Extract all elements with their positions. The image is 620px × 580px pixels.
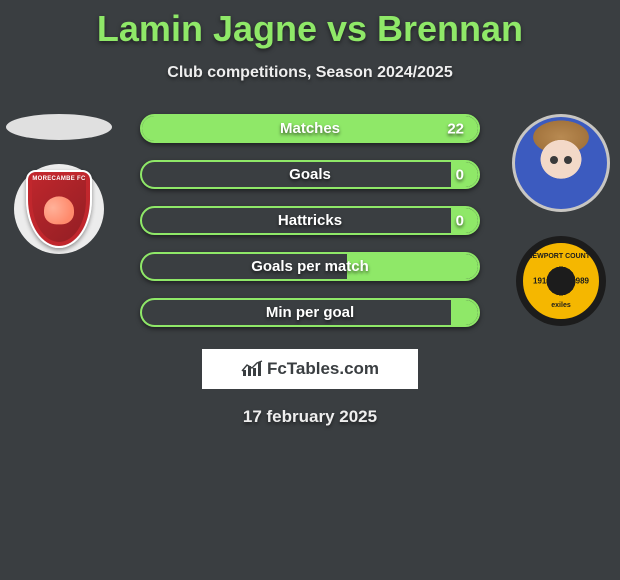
stat-value-right: 22 (447, 120, 464, 137)
stat-bar: Min per goal (140, 298, 480, 327)
player-left-photo (6, 114, 112, 140)
date-text: 17 february 2025 (0, 407, 620, 427)
player-left-column: MORECAMBE FC (4, 114, 114, 254)
brand-chart-icon (241, 360, 263, 378)
comparison-panel: MORECAMBE FC NEWPORT COUNTY exiles 1912 … (0, 114, 620, 427)
brand-text: FcTables.com (267, 359, 379, 379)
club-right-motto: exiles (527, 302, 595, 309)
club-right-name: NEWPORT COUNTY (527, 253, 595, 260)
stat-bar: Goals 0 (140, 160, 480, 189)
club-right-ring: NEWPORT COUNTY exiles 1912 1989 (523, 243, 599, 319)
stat-value-right: 0 (456, 212, 464, 229)
page-title: Lamin Jagne vs Brennan (0, 0, 620, 50)
stat-label: Goals per match (251, 258, 369, 275)
club-right-year-right: 1989 (571, 277, 589, 286)
stat-value-right: 0 (456, 166, 464, 183)
stat-label: Matches (280, 120, 340, 137)
subtitle: Club competitions, Season 2024/2025 (0, 64, 620, 82)
stat-label: Min per goal (266, 304, 354, 321)
stat-bar-fill (451, 300, 478, 325)
club-left-name: MORECAMBE FC (28, 176, 90, 182)
player-right-column: NEWPORT COUNTY exiles 1912 1989 (506, 114, 616, 326)
stat-bars: Matches 22 Goals 0 Hattricks 0 Goals per match… (140, 114, 480, 327)
stat-bar: Hattricks 0 (140, 206, 480, 235)
stat-label: Hattricks (278, 212, 342, 229)
stat-label: Goals (289, 166, 331, 183)
player-right-photo (512, 114, 610, 212)
player-right-face (515, 117, 607, 209)
stat-bar: Matches 22 (140, 114, 480, 143)
club-right-year-left: 1912 (533, 277, 551, 286)
stat-bar: Goals per match (140, 252, 480, 281)
brand-box: FcTables.com (202, 349, 418, 389)
club-left-shield: MORECAMBE FC (26, 170, 92, 248)
club-left-badge: MORECAMBE FC (14, 164, 104, 254)
club-right-badge: NEWPORT COUNTY exiles 1912 1989 (516, 236, 606, 326)
